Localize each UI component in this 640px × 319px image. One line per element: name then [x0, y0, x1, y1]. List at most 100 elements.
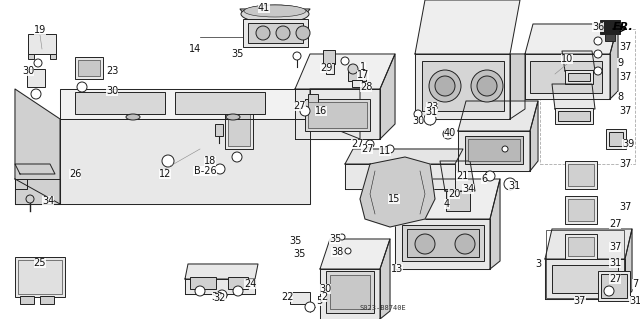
Circle shape	[386, 145, 394, 153]
Circle shape	[345, 248, 351, 254]
Circle shape	[34, 59, 42, 67]
Bar	[568, 73, 590, 81]
Text: 27: 27	[294, 101, 307, 111]
Circle shape	[594, 67, 602, 75]
Text: FR.: FR.	[613, 22, 634, 32]
Circle shape	[232, 152, 242, 162]
Polygon shape	[15, 179, 60, 204]
Text: 31: 31	[425, 107, 437, 117]
Text: 37: 37	[619, 159, 631, 169]
Text: 16: 16	[315, 106, 327, 116]
Circle shape	[414, 110, 422, 118]
Bar	[215, 124, 223, 136]
Bar	[609, 132, 623, 146]
Bar	[565, 234, 597, 259]
Circle shape	[77, 82, 87, 92]
Bar	[546, 230, 624, 298]
Text: 25: 25	[34, 258, 46, 268]
Text: 14: 14	[189, 44, 201, 54]
Bar	[190, 277, 216, 289]
Text: 17: 17	[357, 70, 369, 80]
Ellipse shape	[126, 114, 140, 120]
Bar	[605, 34, 615, 41]
Polygon shape	[440, 161, 475, 191]
Bar	[248, 23, 303, 43]
Text: 35: 35	[329, 234, 341, 244]
Circle shape	[604, 286, 614, 296]
Polygon shape	[380, 54, 395, 139]
Text: 31: 31	[508, 181, 520, 191]
Text: 27: 27	[609, 219, 621, 229]
Text: 18: 18	[204, 156, 216, 166]
Bar	[352, 80, 362, 87]
Bar	[326, 271, 374, 313]
Text: 34: 34	[42, 196, 54, 206]
Bar	[422, 61, 504, 111]
Circle shape	[215, 164, 225, 174]
Circle shape	[443, 129, 453, 139]
Text: 2: 2	[321, 292, 327, 302]
Circle shape	[339, 234, 345, 240]
Circle shape	[429, 70, 461, 102]
Bar	[28, 54, 34, 59]
Polygon shape	[360, 157, 435, 227]
Text: 27: 27	[361, 144, 373, 154]
Polygon shape	[295, 54, 395, 89]
Polygon shape	[345, 164, 455, 189]
Text: 8: 8	[617, 92, 623, 102]
Circle shape	[256, 26, 270, 40]
Bar	[50, 54, 56, 59]
Text: 21: 21	[456, 171, 468, 181]
Polygon shape	[345, 149, 463, 164]
Polygon shape	[610, 24, 618, 99]
Bar	[323, 50, 335, 64]
Circle shape	[471, 70, 503, 102]
Text: 30: 30	[412, 116, 424, 126]
Bar	[402, 225, 484, 261]
Text: 11: 11	[379, 146, 391, 156]
Polygon shape	[310, 89, 360, 139]
Bar	[330, 275, 370, 309]
Text: S023-B8740E: S023-B8740E	[360, 305, 407, 311]
Circle shape	[233, 286, 243, 296]
Polygon shape	[525, 54, 610, 99]
Circle shape	[26, 195, 34, 203]
Text: 30: 30	[106, 86, 118, 96]
Circle shape	[594, 37, 602, 45]
Polygon shape	[458, 131, 530, 171]
Bar	[540, 29, 635, 164]
Text: 23: 23	[426, 102, 438, 112]
Text: 39: 39	[622, 139, 634, 149]
Bar	[20, 296, 34, 304]
Circle shape	[195, 286, 205, 296]
Bar	[606, 129, 626, 149]
Bar	[305, 99, 370, 131]
Text: 41: 41	[258, 3, 270, 13]
Bar	[15, 179, 27, 189]
Bar	[446, 191, 470, 211]
Bar	[228, 277, 248, 289]
Text: 1: 1	[360, 62, 366, 72]
Circle shape	[162, 155, 174, 167]
Circle shape	[305, 302, 315, 312]
Text: 32: 32	[214, 293, 226, 303]
Bar	[555, 108, 593, 124]
Text: 3: 3	[535, 259, 541, 269]
Circle shape	[455, 234, 475, 254]
Bar	[75, 92, 165, 114]
Bar	[468, 139, 520, 161]
Text: 12: 12	[159, 169, 171, 179]
Text: 5: 5	[316, 296, 322, 306]
Ellipse shape	[226, 114, 240, 120]
Bar	[243, 19, 308, 47]
Bar	[530, 61, 602, 93]
Polygon shape	[415, 0, 520, 54]
Polygon shape	[552, 84, 595, 109]
Polygon shape	[395, 219, 490, 269]
Text: 30: 30	[22, 66, 34, 76]
Circle shape	[502, 146, 508, 152]
Polygon shape	[545, 229, 632, 259]
Text: 31: 31	[609, 258, 621, 268]
Bar	[78, 60, 100, 76]
Circle shape	[485, 171, 495, 181]
